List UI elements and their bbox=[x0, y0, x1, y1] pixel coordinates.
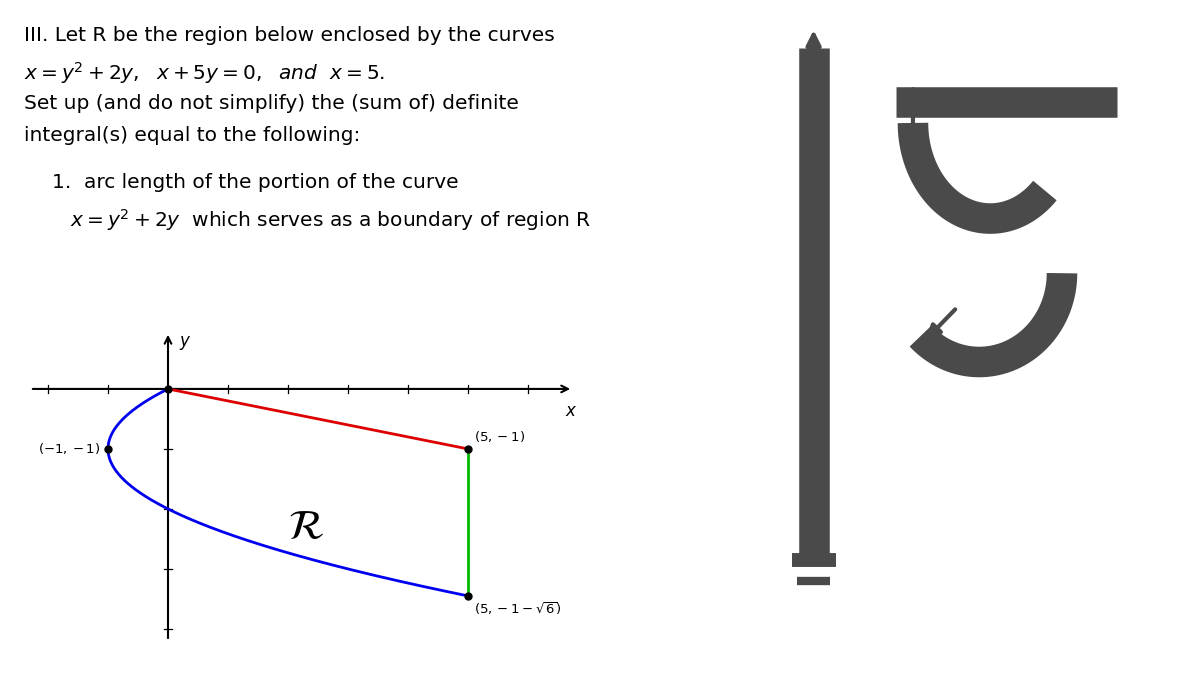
Text: $(5,-1)$: $(5,-1)$ bbox=[474, 429, 526, 444]
Text: $x = y^{2} + 2y,\ \ x + 5y = 0,\ \ \mathit{and}\ \ x = 5.$: $x = y^{2} + 2y,\ \ x + 5y = 0,\ \ \math… bbox=[24, 60, 385, 86]
Text: Set up (and do not simplify) the (sum of) definite: Set up (and do not simplify) the (sum of… bbox=[24, 94, 520, 113]
Text: III. Let R be the region below enclosed by the curves: III. Let R be the region below enclosed … bbox=[24, 26, 556, 45]
Text: 1.  arc length of the portion of the curve: 1. arc length of the portion of the curv… bbox=[53, 173, 458, 192]
Text: $(5,-1-\sqrt{6})$: $(5,-1-\sqrt{6})$ bbox=[474, 600, 562, 617]
Text: $x = y^{2} + 2y$  which serves as a boundary of region R: $x = y^{2} + 2y$ which serves as a bound… bbox=[70, 207, 590, 233]
Text: $(-1,-1)$: $(-1,-1)$ bbox=[38, 441, 101, 456]
Text: $\mathcal{R}$: $\mathcal{R}$ bbox=[288, 506, 324, 548]
Text: integral(s) equal to the following:: integral(s) equal to the following: bbox=[24, 126, 361, 145]
Text: $y$: $y$ bbox=[179, 334, 191, 352]
Text: $x$: $x$ bbox=[565, 402, 577, 420]
